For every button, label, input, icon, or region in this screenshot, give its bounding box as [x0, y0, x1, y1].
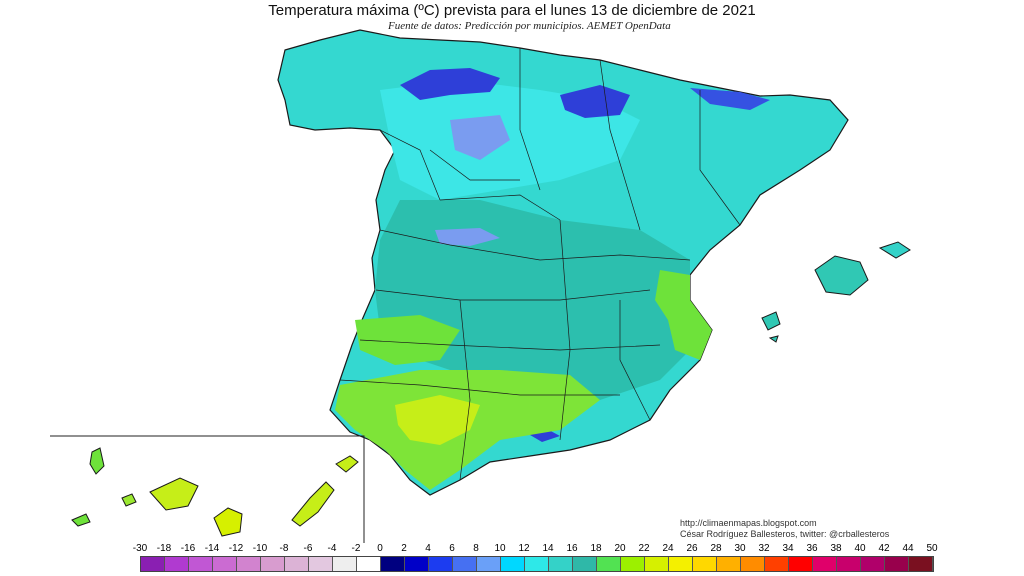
legend-tick-label: 16 [566, 543, 578, 554]
interior-teal-zone [375, 200, 700, 410]
mallorca [814, 255, 869, 296]
legend-tick-label: 22 [638, 543, 650, 554]
legend-swatch [357, 557, 381, 571]
northeast-cold-zone [690, 88, 770, 110]
el-hierro [71, 513, 91, 527]
legend-swatch [501, 557, 525, 571]
legend-swatch [717, 557, 741, 571]
legend-swatch [477, 557, 501, 571]
legend-tick-label: 30 [734, 543, 746, 554]
legend-tick-label: -12 [228, 543, 244, 554]
legend-swatch [261, 557, 285, 571]
canary-inset-frame [50, 435, 365, 543]
east-coast-green-zone [655, 270, 712, 360]
legend-tick-label: -18 [156, 543, 172, 554]
legend-tick-label: 18 [590, 543, 602, 554]
legend-tick-label: -14 [204, 543, 220, 554]
legend-swatch [669, 557, 693, 571]
fuerteventura [291, 481, 335, 527]
southwest-green-zone [355, 315, 460, 365]
legend-tick-label: 42 [878, 543, 890, 554]
legend-swatch [309, 557, 333, 571]
legend-tick-label: 12 [518, 543, 530, 554]
legend-tick-label: 4 [425, 543, 431, 554]
legend-swatch [597, 557, 621, 571]
legend-tick-label: 36 [806, 543, 818, 554]
legend-swatch [741, 557, 765, 571]
legend-bar [140, 556, 934, 572]
legend-tick-label: 8 [473, 543, 479, 554]
legend-swatch [525, 557, 549, 571]
map-title: Temperatura máxima (ºC) prevista para el… [268, 2, 756, 19]
legend-tick-label: 40 [854, 543, 866, 554]
legend-swatch [813, 557, 837, 571]
legend-tick-label: 10 [494, 543, 506, 554]
legend-tick-label: 2 [401, 543, 407, 554]
legend-swatch [861, 557, 885, 571]
legend-tick-label: 32 [758, 543, 770, 554]
legend-tick-label: -2 [351, 543, 361, 554]
legend-swatch [141, 557, 165, 571]
legend-swatch [165, 557, 189, 571]
legend-tick-label: 50 [926, 543, 938, 554]
credits: http://climaenmapas.blogspot.com César R… [680, 518, 889, 540]
province-borders [339, 48, 741, 481]
legend-swatch [549, 557, 573, 571]
menorca [878, 241, 911, 259]
legend-swatch [885, 557, 909, 571]
legend-tick-label: -6 [303, 543, 313, 554]
legend-swatch [573, 557, 597, 571]
legend-swatch [789, 557, 813, 571]
formentera [768, 335, 779, 343]
legend-swatch [189, 557, 213, 571]
gran-canaria [213, 507, 243, 537]
legend-tick-label: -8 [279, 543, 289, 554]
legend-swatch [333, 557, 357, 571]
north-cool-zone [450, 115, 510, 160]
central-cool-zone [435, 228, 500, 246]
tenerife [149, 477, 199, 511]
color-legend: -30 -18 -16 -14 -12 -10 -8 -6 -4 -2 0 2 4 6 8 10 12 14 16 1… [133, 543, 938, 573]
legend-swatch [693, 557, 717, 571]
legend-swatch [285, 557, 309, 571]
legend-swatch [429, 557, 453, 571]
legend-tick-label: 34 [782, 543, 794, 554]
legend-swatch [213, 557, 237, 571]
legend-tick-label: 14 [542, 543, 554, 554]
legend-swatch [837, 557, 861, 571]
legend-tick-label: -10 [252, 543, 268, 554]
legend-tick-label: -30 [132, 543, 148, 554]
legend-tick-label: 24 [662, 543, 674, 554]
pyrenees-cold-zone [560, 85, 630, 118]
cantabrian-cold-zone [400, 68, 500, 100]
legend-swatch [237, 557, 261, 571]
legend-tick-label: -4 [327, 543, 337, 554]
legend-swatch [381, 557, 405, 571]
legend-swatch [645, 557, 669, 571]
legend-tick-label: 44 [902, 543, 914, 554]
la-gomera [121, 493, 137, 507]
credits-author: César Rodríguez Ballesteros, twitter: @c… [680, 529, 890, 539]
legend-tick-label: 38 [830, 543, 842, 554]
la-palma [89, 447, 105, 475]
credits-url[interactable]: http://climaenmapas.blogspot.com [680, 518, 817, 528]
guadalquivir-warm-zone [395, 395, 480, 445]
legend-swatch [621, 557, 645, 571]
legend-swatch [909, 557, 933, 571]
legend-tick-label: 28 [710, 543, 722, 554]
lanzarote [335, 455, 359, 473]
legend-swatch [405, 557, 429, 571]
map-subtitle: Fuente de datos: Predicción por municipi… [388, 20, 671, 32]
ibiza [761, 311, 781, 331]
legend-tick-label: 26 [686, 543, 698, 554]
legend-tick-label: -16 [180, 543, 196, 554]
legend-tick-label: 20 [614, 543, 626, 554]
legend-tick-label: 0 [377, 543, 383, 554]
legend-swatch [765, 557, 789, 571]
legend-swatch [453, 557, 477, 571]
legend-tick-label: 6 [449, 543, 455, 554]
